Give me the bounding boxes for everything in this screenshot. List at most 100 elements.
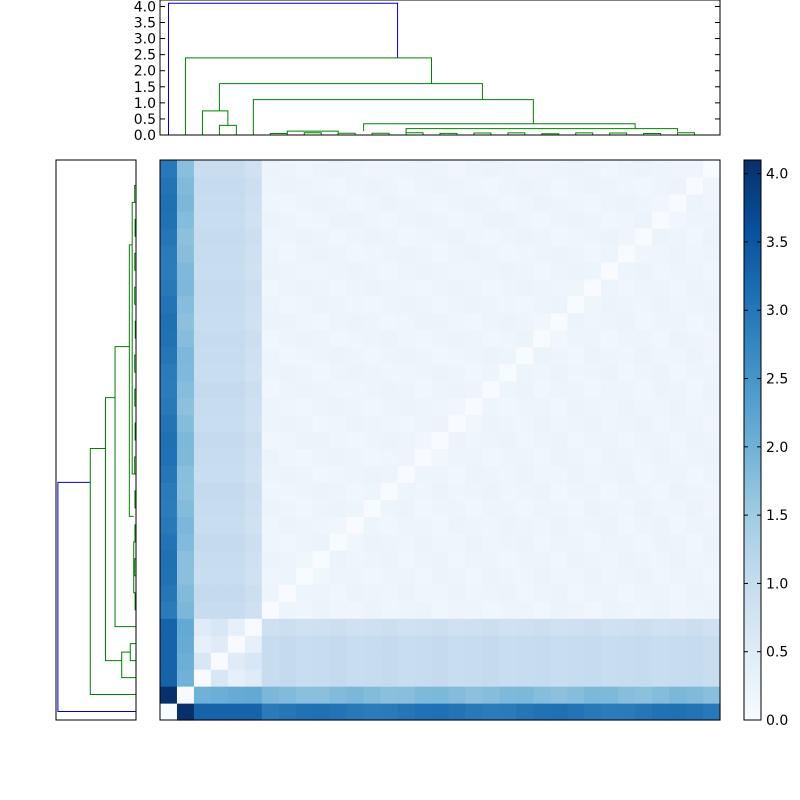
heatmap-cell [703, 431, 721, 450]
heatmap-cell [210, 465, 229, 484]
heatmap-cell [703, 176, 721, 195]
dendrogram-link [134, 524, 136, 543]
heatmap-cell [533, 499, 551, 517]
heatmap-cell [176, 244, 195, 263]
heatmap-cell [448, 278, 467, 297]
heatmap-cell [652, 669, 670, 687]
heatmap-cell [686, 227, 704, 246]
heatmap-cell [346, 210, 365, 229]
heatmap-cell [618, 193, 636, 212]
heatmap-cell [244, 516, 263, 534]
heatmap-cell [567, 380, 585, 399]
heatmap-cell [448, 312, 467, 331]
heatmap-cell [482, 703, 500, 721]
heatmap-cell [193, 601, 212, 619]
heatmap-cell [465, 346, 484, 365]
heatmap-cell [397, 567, 416, 585]
heatmap-cell [176, 516, 195, 534]
heatmap-cell [329, 533, 348, 551]
heatmap-cell [397, 312, 416, 331]
colorbar-tick-label: 4.0 [766, 167, 788, 183]
heatmap-cell [244, 363, 263, 382]
heatmap-cell [516, 380, 534, 399]
heatmap-cell [533, 160, 551, 178]
heatmap-cell [363, 448, 382, 467]
heatmap-cell [567, 703, 585, 721]
heatmap-cell [686, 414, 704, 433]
heatmap-cell [703, 295, 721, 314]
heatmap-cell [312, 533, 331, 551]
heatmap-cell [652, 380, 670, 399]
heatmap-cell [295, 193, 314, 212]
heatmap-cell [567, 533, 585, 551]
heatmap-cell [160, 550, 178, 568]
heatmap-cell [227, 414, 246, 433]
heatmap-cell [160, 363, 178, 382]
heatmap-cell [380, 601, 399, 619]
heatmap-cell [618, 465, 636, 484]
heatmap-cell [431, 686, 450, 704]
heatmap-cell [703, 516, 721, 534]
left-dendrogram-frame [55, 159, 137, 721]
heatmap-cell [295, 703, 314, 721]
heatmap-cell [397, 160, 416, 178]
heatmap-cell [380, 431, 399, 450]
heatmap-cell [584, 380, 602, 399]
heatmap-cell [210, 601, 229, 619]
heatmap-cell [601, 346, 619, 365]
heatmap-cell [618, 652, 636, 670]
heatmap-cell [516, 584, 534, 602]
heatmap-cell [635, 227, 653, 246]
heatmap-cell [703, 397, 721, 416]
heatmap-cell [278, 261, 297, 280]
heatmap-cell [227, 550, 246, 568]
heatmap-cell [618, 261, 636, 280]
heatmap-cell [550, 431, 568, 450]
heatmap-cell [448, 533, 467, 551]
heatmap-cell [160, 703, 178, 721]
heatmap-cell [635, 414, 653, 433]
heatmap-cell [635, 499, 653, 517]
dendrogram-link [134, 388, 136, 407]
heatmap-cell [261, 210, 280, 229]
heatmap-cell [584, 261, 602, 280]
heatmap-cell [227, 227, 246, 246]
heatmap-cell [635, 686, 653, 704]
heatmap-cell [465, 176, 484, 195]
heatmap-cell [261, 295, 280, 314]
heatmap-cell [380, 618, 399, 636]
heatmap-cell [499, 465, 517, 484]
heatmap-cell [278, 618, 297, 636]
heatmap-cell [278, 584, 297, 602]
heatmap-cell [686, 176, 704, 195]
heatmap-cell [363, 278, 382, 297]
heatmap-cell [363, 499, 382, 517]
heatmap-cell [465, 380, 484, 399]
heatmap-cell [652, 261, 670, 280]
heatmap-cell [380, 295, 399, 314]
heatmap-cell [669, 193, 687, 212]
heatmap-cell [278, 516, 297, 534]
heatmap-cell [397, 397, 416, 416]
heatmap-cell [584, 635, 602, 653]
heatmap-cell [584, 482, 602, 500]
heatmap-cell [482, 160, 500, 178]
heatmap-cell [482, 414, 500, 433]
heatmap-cell [380, 635, 399, 653]
heatmap-cell [431, 363, 450, 382]
heatmap-cell [516, 686, 534, 704]
heatmap-cell [295, 160, 314, 178]
heatmap-cell [618, 176, 636, 195]
heatmap-cell [465, 448, 484, 467]
heatmap-cell [210, 346, 229, 365]
heatmap-cell [601, 533, 619, 551]
heatmap-cell [227, 669, 246, 687]
heatmap-cell [703, 346, 721, 365]
heatmap-cell [431, 703, 450, 721]
heatmap-cell [193, 465, 212, 484]
heatmap-cell [431, 312, 450, 331]
heatmap-cell [160, 448, 178, 467]
heatmap-cell [482, 652, 500, 670]
heatmap-cell [652, 312, 670, 331]
heatmap-cell [686, 244, 704, 263]
